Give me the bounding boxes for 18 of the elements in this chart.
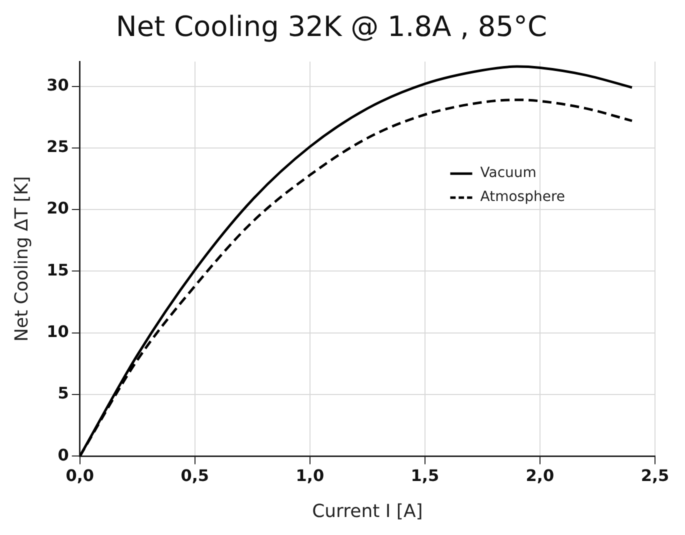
x-tick-label: 1,0 [296, 466, 324, 485]
y-tick-label: 5 [58, 384, 69, 403]
y-tick-label: 10 [46, 322, 69, 342]
y-axis-title: Net Cooling ΔT [K] [11, 176, 32, 342]
x-tick-label: 1,5 [410, 466, 440, 485]
y-tick-label: 25 [46, 137, 69, 156]
x-tick-label: 0,0 [66, 466, 94, 485]
x-axis-title: Current I [A] [312, 500, 423, 522]
x-tick-label: 2,0 [526, 466, 554, 485]
chart-title: Net Cooling 32K @ 1.8A , 85°C [116, 10, 548, 44]
y-tick-label: 15 [46, 260, 69, 280]
x-tick-label: 0,5 [180, 466, 210, 485]
y-tick-label: 30 [46, 75, 69, 94]
y-tick-label: 20 [46, 198, 69, 218]
x-tick-label: 2,5 [640, 466, 670, 485]
legend-label: Atmosphere [480, 189, 566, 206]
legend-label: Vacuum [480, 165, 536, 182]
y-tick-label: 0 [58, 445, 69, 464]
